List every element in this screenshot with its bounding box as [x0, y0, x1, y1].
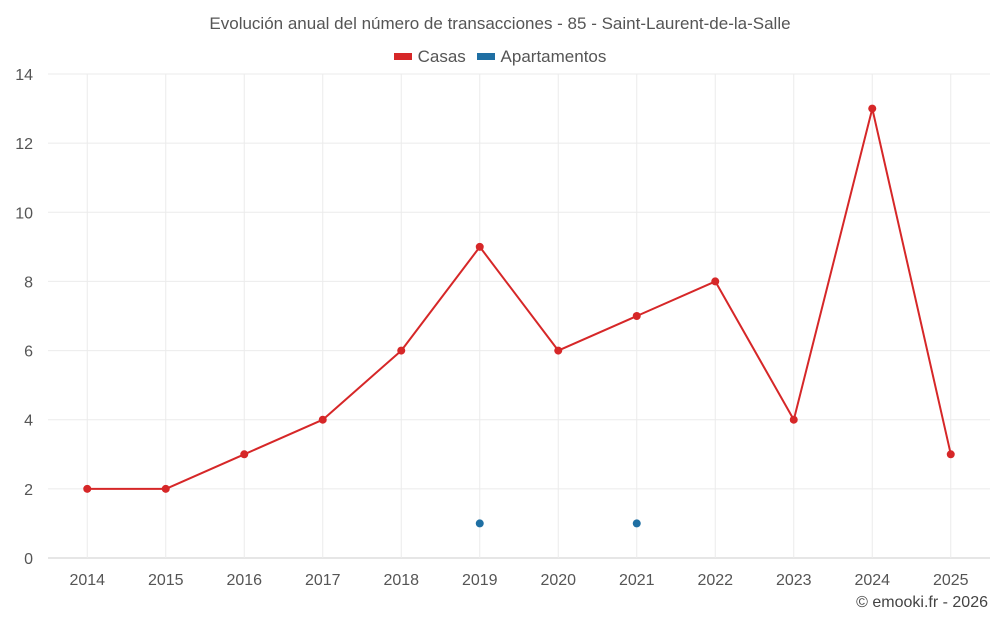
data-point-casas — [319, 416, 327, 424]
x-tick-label: 2024 — [854, 572, 890, 589]
x-tick-label: 2016 — [226, 572, 262, 589]
data-point-casas — [476, 243, 484, 251]
x-tick-label: 2020 — [540, 572, 576, 589]
x-tick-label: 2014 — [69, 572, 105, 589]
y-tick-label: 4 — [24, 413, 33, 430]
x-tick-label: 2021 — [619, 572, 655, 589]
data-point-casas — [83, 485, 91, 493]
data-point-casas — [162, 485, 170, 493]
y-tick-label: 6 — [24, 344, 33, 361]
data-point-apartamentos — [633, 519, 641, 527]
data-point-casas — [947, 450, 955, 458]
data-point-casas — [554, 347, 562, 355]
x-tick-label: 2025 — [933, 572, 969, 589]
y-tick-label: 14 — [15, 67, 33, 84]
x-tick-label: 2022 — [697, 572, 733, 589]
x-tick-label: 2017 — [305, 572, 341, 589]
credit-text: © emooki.fr - 2026 — [856, 594, 988, 612]
data-point-casas — [790, 416, 798, 424]
x-tick-label: 2018 — [383, 572, 419, 589]
x-tick-label: 2023 — [776, 572, 812, 589]
y-tick-label: 10 — [15, 205, 33, 222]
data-point-casas — [633, 312, 641, 320]
series-line-casas — [87, 109, 951, 489]
x-tick-label: 2019 — [462, 572, 498, 589]
line-chart: 0 2 4 6 8 10 12 14 2014 2015 2016 2017 2018 2019 2020 2… — [0, 0, 1000, 625]
x-tick-label: 2015 — [148, 572, 184, 589]
y-tick-label: 0 — [24, 551, 33, 568]
data-point-casas — [240, 450, 248, 458]
data-point-casas — [397, 347, 405, 355]
y-tick-label: 2 — [24, 482, 33, 499]
y-tick-label: 12 — [15, 136, 33, 153]
data-point-casas — [711, 277, 719, 285]
data-point-casas — [868, 105, 876, 113]
data-point-apartamentos — [476, 519, 484, 527]
y-tick-label: 8 — [24, 274, 33, 291]
